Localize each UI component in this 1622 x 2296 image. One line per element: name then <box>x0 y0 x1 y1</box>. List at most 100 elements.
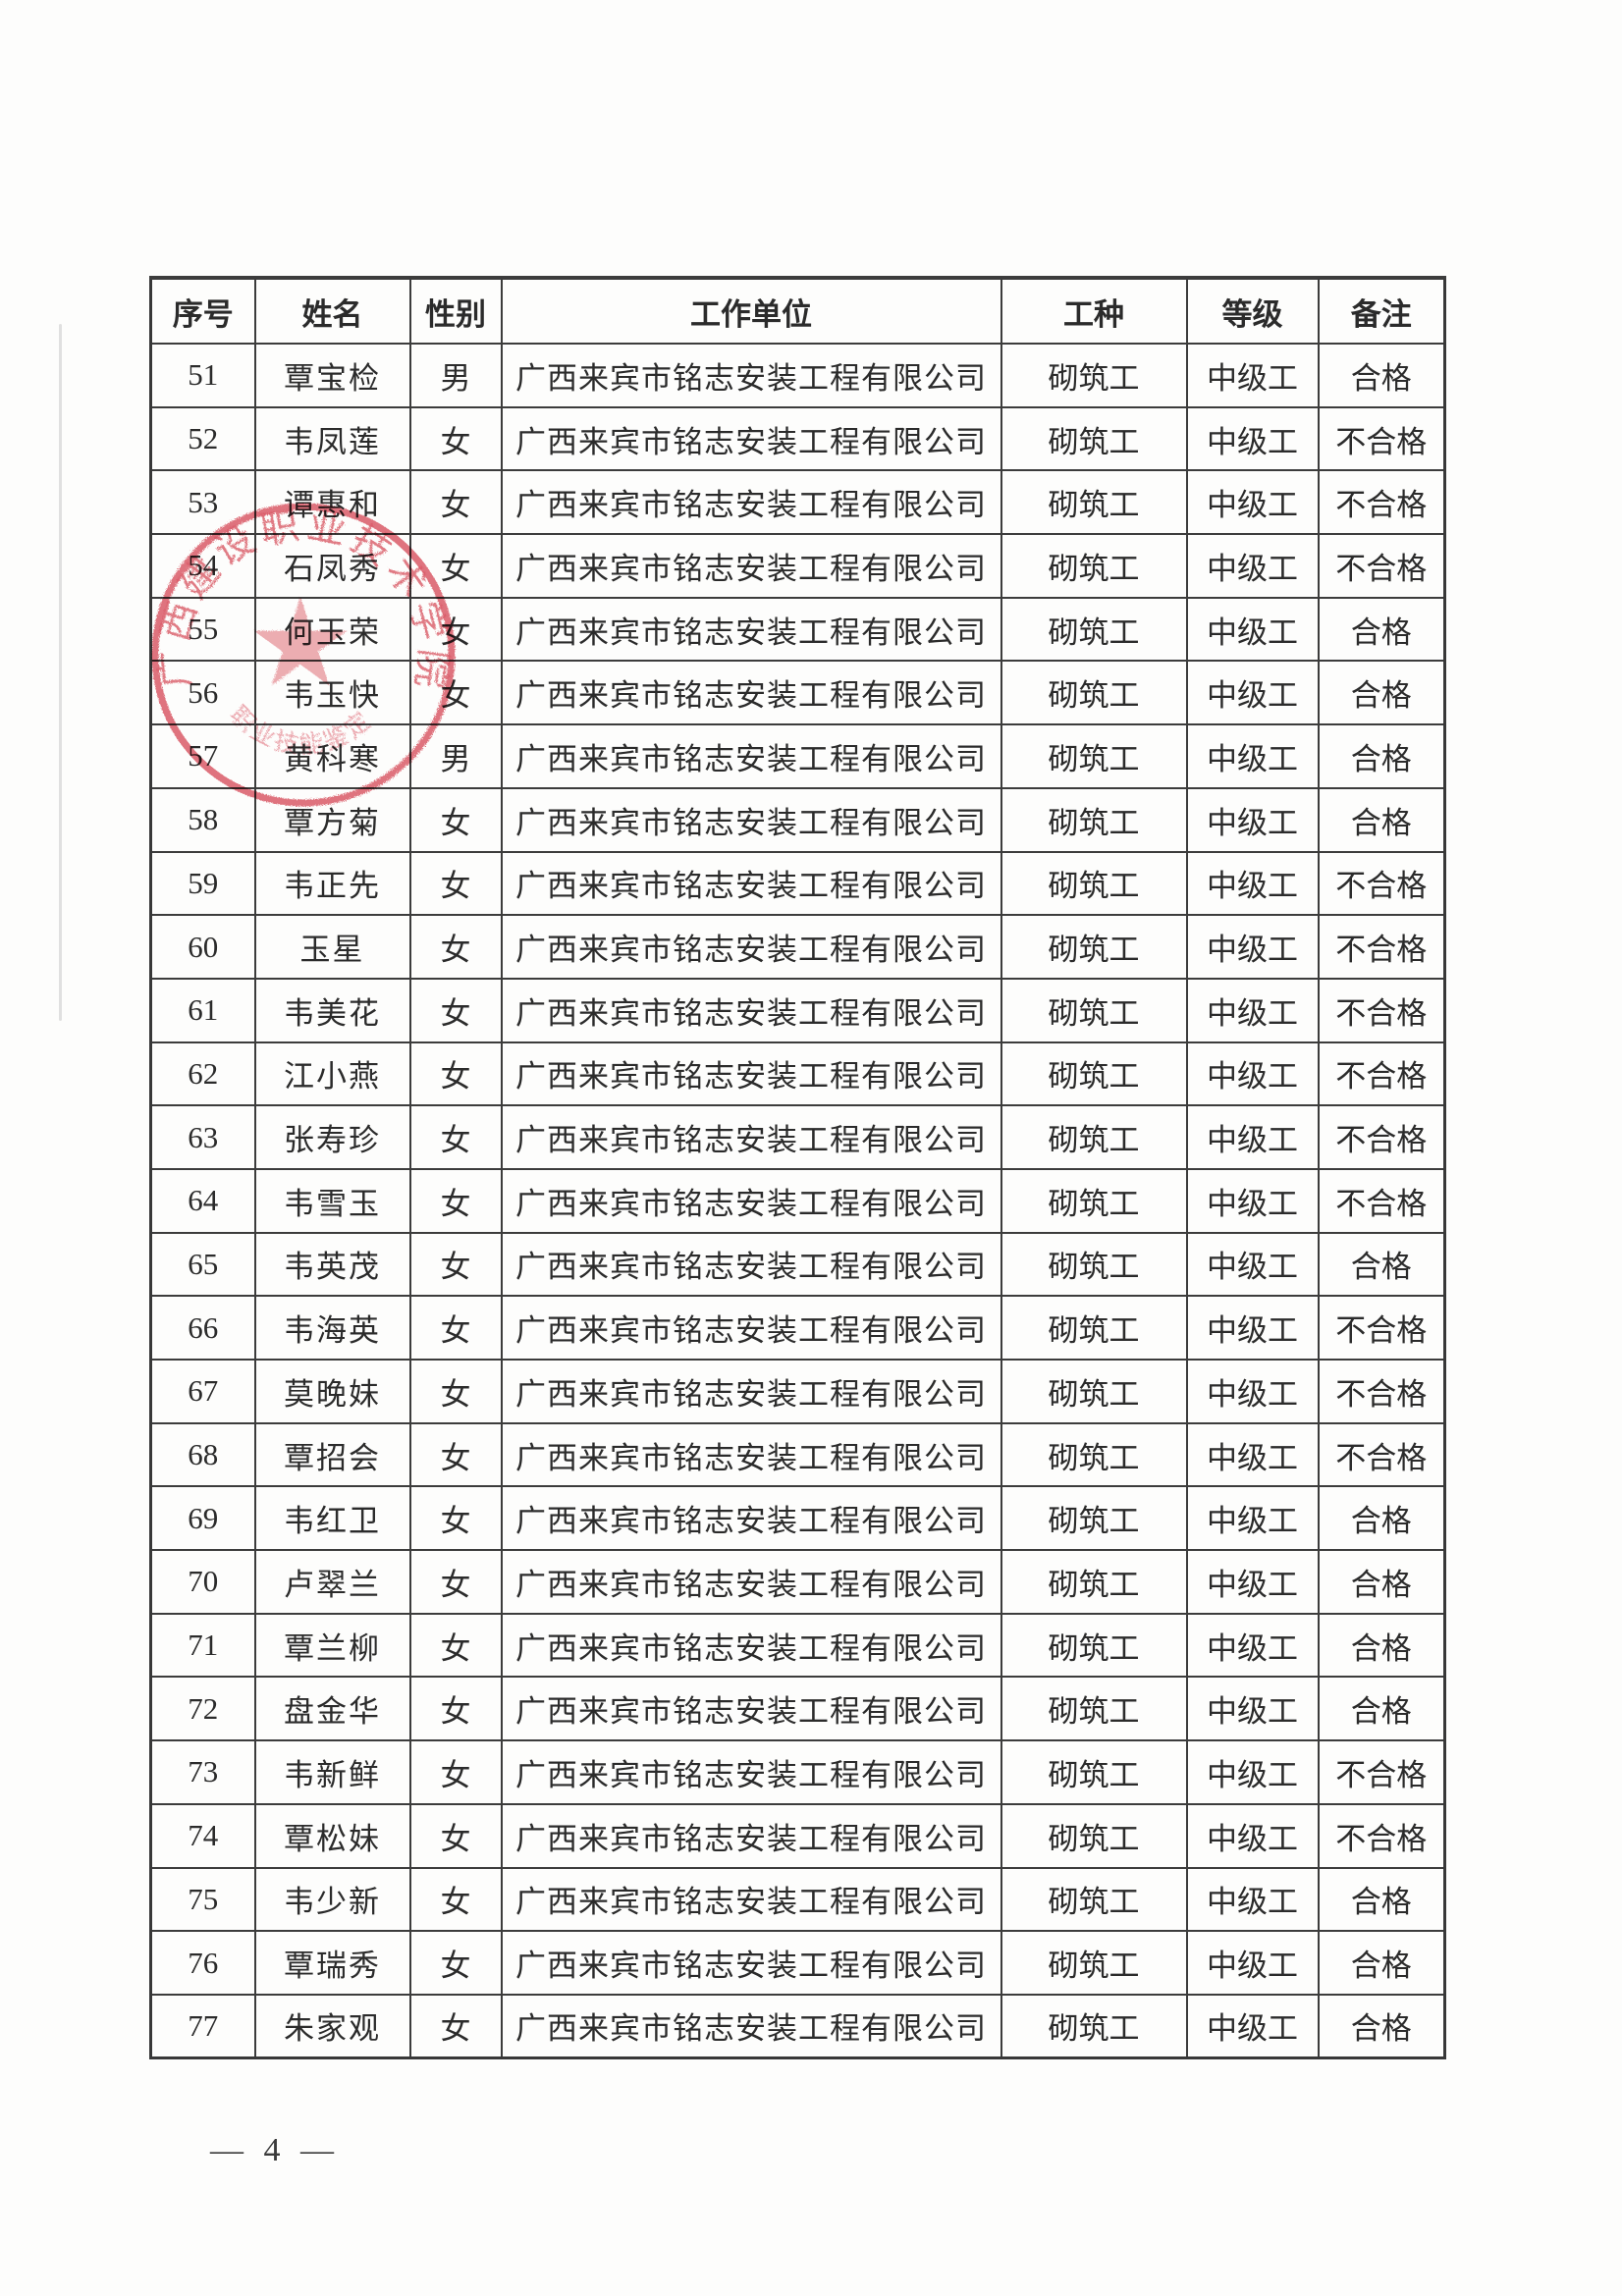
cell-company: 广西来宾市铭志安装工程有限公司 <box>500 977 1002 1043</box>
cell-no: 56 <box>149 660 256 726</box>
cell-trade: 砌筑工 <box>1000 660 1188 726</box>
table-row: 56 韦玉快女广西来宾市铭志安装工程有限公司 砌筑工 中级工 合格 <box>149 660 1446 726</box>
table-row: 59 韦正先女广西来宾市铭志安装工程有限公司 砌筑工 中级工 不合格 <box>149 850 1446 917</box>
cell-grade: 中级工 <box>1185 1993 1320 2059</box>
cell-gender: 女 <box>408 1930 503 1996</box>
cell-trade: 砌筑工 <box>1000 1421 1188 1488</box>
table-row: 58 覃方菊女广西来宾市铭志安装工程有限公司 砌筑工 中级工 合格 <box>149 786 1446 853</box>
cell-no: 74 <box>149 1802 256 1869</box>
cell-grade: 中级工 <box>1185 786 1320 853</box>
cell-trade: 砌筑工 <box>1000 1676 1188 1742</box>
cell-grade: 中级工 <box>1185 660 1320 726</box>
cell-no: 73 <box>149 1739 256 1805</box>
cell-gender: 女 <box>408 1231 503 1298</box>
cell-grade: 中级工 <box>1185 1167 1320 1234</box>
cell-company: 广西来宾市铭志安装工程有限公司 <box>500 1802 1002 1869</box>
cell-grade: 中级工 <box>1185 1231 1320 1298</box>
cell-grade: 中级工 <box>1185 850 1320 917</box>
cell-name: 黄科寒 <box>253 723 411 789</box>
cell-gender: 女 <box>408 1549 503 1615</box>
cell-remark: 不合格 <box>1317 1739 1446 1805</box>
cell-no: 62 <box>149 1041 256 1107</box>
cell-name: 覃瑞秀 <box>253 1930 411 1996</box>
cell-company: 广西来宾市铭志安装工程有限公司 <box>500 1549 1002 1615</box>
cell-trade: 砌筑工 <box>1000 1549 1188 1615</box>
cell-remark: 不合格 <box>1317 914 1446 980</box>
header-grade: 等级 <box>1185 276 1320 345</box>
cell-grade: 中级工 <box>1185 723 1320 789</box>
cell-trade: 砌筑工 <box>1000 405 1188 472</box>
cell-company: 广西来宾市铭志安装工程有限公司 <box>500 1930 1002 1996</box>
cell-grade: 中级工 <box>1185 1930 1320 1996</box>
cell-remark: 合格 <box>1317 1231 1446 1298</box>
cell-trade: 砌筑工 <box>1000 1866 1188 1933</box>
cell-no: 70 <box>149 1549 256 1615</box>
cell-no: 69 <box>149 1485 256 1552</box>
cell-gender: 女 <box>408 1421 503 1488</box>
cell-company: 广西来宾市铭志安装工程有限公司 <box>500 343 1002 408</box>
cell-company: 广西来宾市铭志安装工程有限公司 <box>500 533 1002 599</box>
cell-remark: 合格 <box>1317 786 1446 853</box>
cell-grade: 中级工 <box>1185 977 1320 1043</box>
cell-name: 卢翠兰 <box>253 1549 411 1615</box>
cell-company: 广西来宾市铭志安装工程有限公司 <box>500 469 1002 536</box>
cell-name: 韦雪玉 <box>253 1167 411 1234</box>
cell-remark: 合格 <box>1317 660 1446 726</box>
table-row: 57 黄科寒男广西来宾市铭志安装工程有限公司 砌筑工 中级工 合格 <box>149 723 1446 789</box>
cell-name: 韦少新 <box>253 1866 411 1933</box>
cell-name: 韦美花 <box>253 977 411 1043</box>
cell-trade: 砌筑工 <box>1000 1930 1188 1996</box>
cell-gender: 女 <box>408 1485 503 1552</box>
cell-company: 广西来宾市铭志安装工程有限公司 <box>500 660 1002 726</box>
cell-no: 71 <box>149 1612 256 1679</box>
cell-remark: 不合格 <box>1317 850 1446 917</box>
cell-trade: 砌筑工 <box>1000 1359 1188 1424</box>
cell-company: 广西来宾市铭志安装工程有限公司 <box>500 1295 1002 1361</box>
cell-no: 77 <box>149 1993 256 2059</box>
cell-company: 广西来宾市铭志安装工程有限公司 <box>500 596 1002 663</box>
cell-grade: 中级工 <box>1185 1359 1320 1424</box>
cell-trade: 砌筑工 <box>1000 343 1188 408</box>
cell-remark: 不合格 <box>1317 1359 1446 1424</box>
cell-grade: 中级工 <box>1185 1612 1320 1679</box>
cell-name: 韦新鲜 <box>253 1739 411 1805</box>
table-row: 63 张寿珍女广西来宾市铭志安装工程有限公司 砌筑工 中级工 不合格 <box>149 1104 1446 1170</box>
cell-remark: 不合格 <box>1317 1041 1446 1107</box>
cell-company: 广西来宾市铭志安装工程有限公司 <box>500 405 1002 472</box>
cell-company: 广西来宾市铭志安装工程有限公司 <box>500 1041 1002 1107</box>
table-row: 70 卢翠兰女广西来宾市铭志安装工程有限公司 砌筑工 中级工 合格 <box>149 1549 1446 1615</box>
table-row: 61 韦美花女广西来宾市铭志安装工程有限公司 砌筑工 中级工 不合格 <box>149 977 1446 1043</box>
cell-remark: 合格 <box>1317 596 1446 663</box>
cell-grade: 中级工 <box>1185 405 1320 472</box>
cell-name: 覃松妹 <box>253 1802 411 1869</box>
cell-name: 韦正先 <box>253 850 411 917</box>
cell-company: 广西来宾市铭志安装工程有限公司 <box>500 1167 1002 1234</box>
table-row: 77 朱家观女广西来宾市铭志安装工程有限公司 砌筑工 中级工 合格 <box>149 1993 1446 2059</box>
cell-gender: 女 <box>408 786 503 853</box>
cell-company: 广西来宾市铭志安装工程有限公司 <box>500 1359 1002 1424</box>
cell-company: 广西来宾市铭志安装工程有限公司 <box>500 914 1002 980</box>
table-row: 76 覃瑞秀女广西来宾市铭志安装工程有限公司 砌筑工 中级工 合格 <box>149 1930 1446 1996</box>
cell-name: 盘金华 <box>253 1676 411 1742</box>
cell-no: 60 <box>149 914 256 980</box>
table-row: 51 覃宝检男广西来宾市铭志安装工程有限公司 砌筑工 中级工 合格 <box>149 343 1446 408</box>
cell-remark: 不合格 <box>1317 405 1446 472</box>
cell-grade: 中级工 <box>1185 1549 1320 1615</box>
cell-trade: 砌筑工 <box>1000 723 1188 789</box>
cell-name: 覃招会 <box>253 1421 411 1488</box>
table-row: 62 江小燕女广西来宾市铭志安装工程有限公司 砌筑工 中级工 不合格 <box>149 1041 1446 1107</box>
cell-grade: 中级工 <box>1185 596 1320 663</box>
table-row: 65 韦英茂女广西来宾市铭志安装工程有限公司 砌筑工 中级工 合格 <box>149 1231 1446 1298</box>
scan-edge-artifact <box>59 324 62 1021</box>
cell-trade: 砌筑工 <box>1000 1295 1188 1361</box>
cell-no: 65 <box>149 1231 256 1298</box>
cell-remark: 不合格 <box>1317 977 1446 1043</box>
cell-gender: 女 <box>408 850 503 917</box>
cell-gender: 女 <box>408 405 503 472</box>
cell-remark: 不合格 <box>1317 533 1446 599</box>
cell-remark: 不合格 <box>1317 1421 1446 1488</box>
cell-no: 75 <box>149 1866 256 1933</box>
cell-name: 何玉荣 <box>253 596 411 663</box>
cell-remark: 不合格 <box>1317 1167 1446 1234</box>
